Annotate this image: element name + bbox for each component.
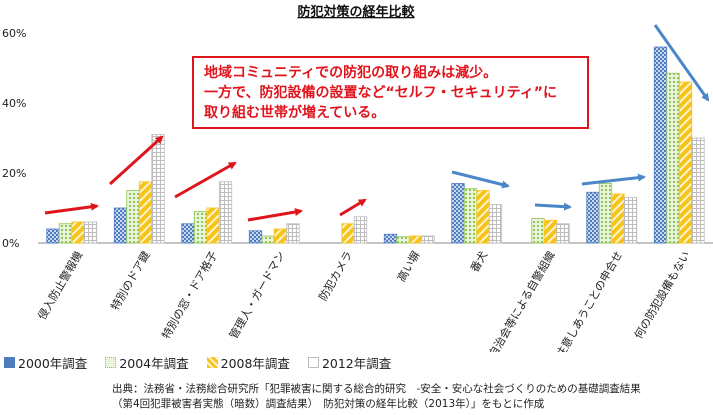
bar (193, 211, 208, 244)
red-trend-arrow (339, 198, 367, 217)
x-tick-label: 防犯カメラ (316, 249, 356, 304)
bar (623, 197, 638, 244)
bar (543, 219, 558, 244)
bar (598, 183, 613, 244)
legend-label: 2004年調査 (119, 356, 189, 371)
bar (218, 181, 233, 244)
bar-chart: 防犯対策の経年比較 0% 20% 40% 60% 侵入防止警報機 特別のドア鍵 特別の窓・… (2, 4, 713, 353)
x-tick-label: 高い塀 (394, 249, 423, 285)
legend-label: 2008年調査 (220, 356, 290, 371)
blue-trend-arrow (653, 24, 710, 102)
bar (451, 183, 465, 244)
blue-trend-arrow (581, 173, 646, 186)
legend-item: 2012年調査 (307, 353, 392, 372)
bar (611, 193, 625, 244)
x-axis-labels: 侵入防止警報機 特別のドア鍵 特別の窓・ドア格子 管理人・ガードマン 防犯カメラ 高い塀 番… (35, 249, 693, 353)
bar (678, 81, 693, 244)
bar (353, 216, 368, 244)
source-note: 出典：法務省・法務総合研究所「犯罪被害に関する総合的研究 -安全・安心な社会づく… (112, 382, 641, 412)
bar (113, 207, 128, 244)
red-trend-arrow (108, 135, 164, 186)
bar (273, 228, 288, 244)
bar (341, 223, 355, 244)
x-tick-label: 何の防犯設備もない (631, 249, 693, 342)
bar (46, 228, 60, 244)
legend-swatch-2004 (105, 357, 117, 368)
legend-label: 2012年調査 (321, 356, 392, 371)
bar (653, 46, 668, 244)
bar (586, 191, 600, 244)
source-line-1: 出典：法務省・法務総合研究所「犯罪被害に関する総合的研究 -安全・安心な社会づく… (112, 383, 641, 395)
blue-trend-arrow (534, 202, 572, 211)
legend-label: 2000年調査 (18, 356, 88, 371)
bar (556, 223, 570, 244)
legend-item: 2008年調査 (206, 353, 290, 372)
x-tick-label: 侵入防止警報機 (35, 249, 86, 323)
bar (476, 190, 490, 244)
bar (248, 230, 263, 244)
bar (151, 134, 165, 244)
bar (58, 223, 73, 244)
blue-trend-arrow (451, 170, 510, 189)
bar (206, 207, 220, 244)
bar (408, 235, 423, 244)
bar (181, 223, 195, 244)
legend-swatch-2008 (206, 357, 218, 368)
callout-line: 地域コミュニティでの防犯の取り組みは減少。 (204, 65, 498, 81)
x-tick-label: 特別のドア鍵 (108, 249, 153, 313)
bar (261, 235, 275, 244)
y-tick-label: 0% (2, 237, 19, 250)
x-tick-label: 番犬 (467, 249, 490, 275)
bar (463, 188, 478, 244)
bar (138, 181, 153, 244)
legend-item: 2000年調査 (4, 353, 87, 372)
trend-arrows (44, 24, 710, 222)
bar (666, 72, 680, 244)
legend-swatch-2012 (307, 357, 319, 368)
x-tick-label: 管理人・ガードマン (226, 249, 288, 342)
x-tick-label: 特別の窓・ドア格子 (159, 249, 221, 342)
x-tick-label: 自治会等による自警組織 (485, 249, 557, 353)
bar (531, 218, 545, 244)
legend-item: 2004年調査 (105, 353, 189, 372)
chart-title: 防犯対策の経年比較 (297, 4, 415, 20)
bar (383, 233, 398, 244)
bar (396, 236, 410, 244)
bar (691, 137, 705, 244)
bar-series (46, 46, 705, 244)
bar (488, 204, 503, 244)
y-tick-label: 20% (2, 167, 26, 180)
source-line-2: （第4回犯罪被害者実態（暗数）調査結果） 防犯対策の経年比較（2013年）」をも… (112, 398, 545, 410)
y-tick-label: 40% (2, 97, 26, 110)
red-trend-arrow (44, 202, 99, 215)
red-trend-arrow (247, 208, 303, 222)
bar (286, 223, 300, 244)
legend: 2000年調査 2004年調査 2008年調査 2012年調査 (4, 353, 409, 372)
callout-line: 一方で、防犯設備の設置など“セルフ・セキュリティ”に (204, 85, 558, 101)
y-tick-label: 60% (2, 27, 26, 40)
bar (83, 221, 98, 244)
callout-line: 取り組む世帯が増えている。 (204, 105, 386, 121)
bar (421, 235, 435, 244)
callout-box: 地域コミュニティでの防犯の取り組みは減少。 一方で、防犯設備の設置など“セルフ・… (192, 56, 589, 129)
bar (126, 190, 140, 244)
legend-swatch-2000 (4, 357, 15, 368)
bar (71, 221, 85, 244)
red-trend-arrow (174, 161, 237, 199)
